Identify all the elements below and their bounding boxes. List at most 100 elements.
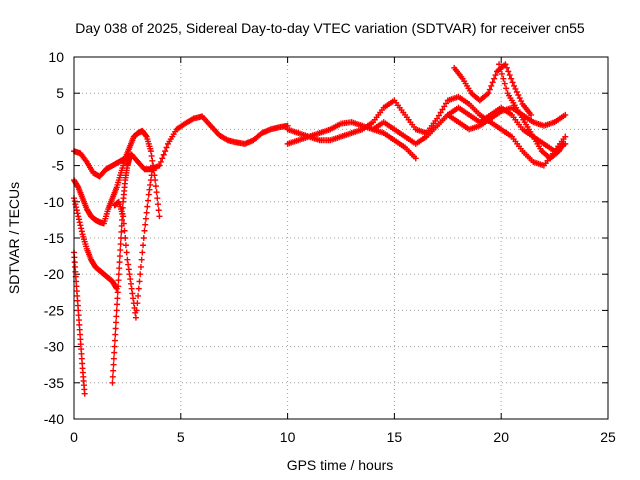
data-point xyxy=(147,177,154,184)
data-point xyxy=(562,133,569,140)
y-tick-label: 10 xyxy=(48,49,64,65)
data-point xyxy=(515,92,522,99)
y-tick-label: 5 xyxy=(56,85,64,101)
data-point xyxy=(128,151,135,158)
x-axis-label: GPS time / hours xyxy=(287,457,394,473)
data-point xyxy=(81,390,88,397)
y-tick-label: -35 xyxy=(44,375,64,391)
series-track-j xyxy=(444,104,569,133)
data-point xyxy=(110,361,117,368)
data-point xyxy=(441,103,448,110)
data-point xyxy=(140,242,147,249)
data-point xyxy=(508,75,515,82)
data-point xyxy=(140,235,147,241)
data-point xyxy=(518,98,525,105)
data-point xyxy=(146,186,153,193)
data-point xyxy=(75,216,82,223)
data-point xyxy=(511,82,518,89)
chart-title: Day 038 of 2025, Sidereal Day-to-day VTE… xyxy=(75,20,585,36)
data-point xyxy=(439,106,446,113)
data-point xyxy=(120,220,127,227)
data-point xyxy=(156,213,163,220)
x-tick-label: 10 xyxy=(280,429,296,445)
data-point xyxy=(111,349,118,356)
data-point xyxy=(116,253,123,260)
data-point xyxy=(488,82,495,89)
data-point xyxy=(144,203,151,210)
data-point xyxy=(125,261,132,268)
y-tick-label: -30 xyxy=(44,339,64,355)
data-point xyxy=(153,189,160,196)
data-point xyxy=(142,132,149,139)
data-point xyxy=(77,222,84,229)
data-point xyxy=(489,79,496,86)
data-point xyxy=(159,155,166,162)
data-point xyxy=(130,295,137,302)
axis-ticks: 0 5 10 15 20 25 -40 -35 -30 -25 -20 -15 -10 -5 0 5 10 xyxy=(44,49,616,445)
data-point xyxy=(163,144,170,151)
data-point xyxy=(137,271,144,278)
data-point xyxy=(129,290,136,297)
data-point xyxy=(154,195,161,202)
data-point xyxy=(138,256,145,263)
data-point xyxy=(492,72,499,79)
y-tick-label: -25 xyxy=(44,302,64,318)
data-point xyxy=(142,221,149,228)
data-point xyxy=(124,256,131,263)
data-point xyxy=(486,86,493,93)
data-point xyxy=(119,216,126,223)
data-point xyxy=(145,197,152,204)
data-point xyxy=(73,207,80,214)
series-track-b xyxy=(71,127,163,227)
data-point xyxy=(112,331,119,338)
y-axis-label: SDTVAR / TECUs xyxy=(6,182,22,294)
data-point xyxy=(559,142,566,149)
data-point xyxy=(111,337,118,344)
data-point xyxy=(78,225,85,232)
data-point xyxy=(141,227,148,234)
data-point xyxy=(501,80,508,87)
data-point xyxy=(497,66,504,73)
data-point xyxy=(160,151,167,158)
x-tick-label: 15 xyxy=(387,429,403,445)
data-point xyxy=(122,242,129,249)
data-point xyxy=(485,90,492,97)
data-point xyxy=(111,343,118,350)
data-point xyxy=(114,301,121,308)
data-point xyxy=(516,95,523,102)
data-point xyxy=(109,379,116,386)
data-point xyxy=(113,313,120,320)
data-point xyxy=(116,259,123,266)
data-point xyxy=(156,162,163,169)
data-point xyxy=(113,307,120,314)
data-point xyxy=(76,219,83,226)
data-point xyxy=(118,228,125,235)
data-point xyxy=(114,289,121,296)
data-point xyxy=(509,79,516,86)
data-point xyxy=(434,115,441,122)
data-point xyxy=(133,307,140,314)
data-point xyxy=(137,263,144,270)
grid-lines xyxy=(74,57,608,419)
y-tick-label: 0 xyxy=(56,121,64,137)
data-point xyxy=(110,355,117,362)
data-point xyxy=(127,280,134,287)
data-point xyxy=(121,227,128,234)
data-point xyxy=(412,155,419,162)
data-point xyxy=(123,249,130,256)
data-point xyxy=(155,201,162,208)
data-point xyxy=(75,213,82,220)
data-point xyxy=(500,75,507,82)
data-point xyxy=(120,213,127,220)
data-point xyxy=(503,64,510,71)
data-point xyxy=(152,183,159,190)
data-point xyxy=(513,88,520,95)
data-point xyxy=(149,157,156,164)
data-point xyxy=(142,215,149,222)
data-point xyxy=(139,249,146,256)
data-point xyxy=(134,300,141,307)
data-point xyxy=(155,207,162,214)
data-point xyxy=(147,181,154,188)
data-point xyxy=(117,247,124,254)
